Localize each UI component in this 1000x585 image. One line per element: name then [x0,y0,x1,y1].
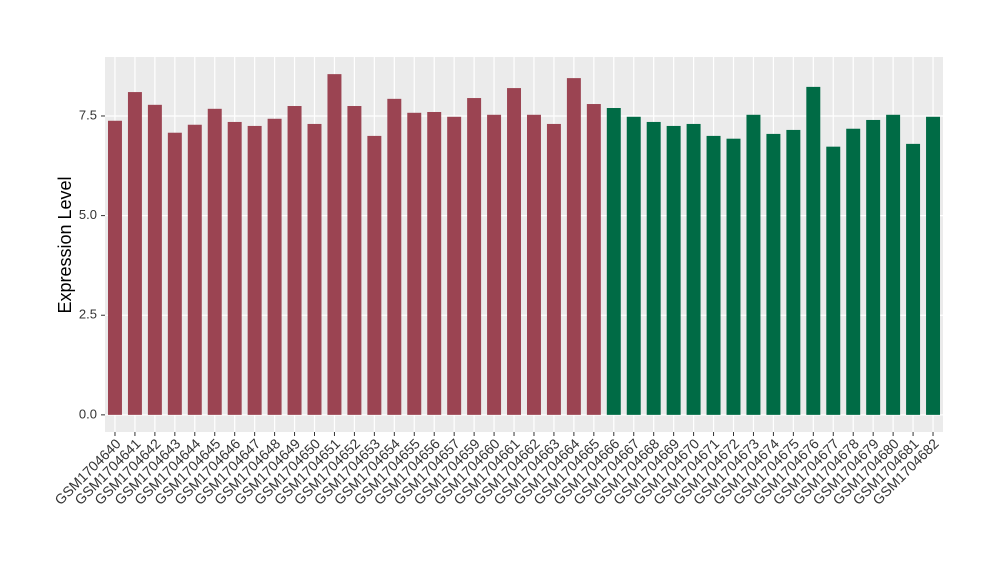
bar [127,92,142,415]
y-axis-title: Expression Level [55,176,75,313]
bar [367,135,382,415]
bar [207,108,222,415]
bar [347,106,362,415]
bar [187,124,202,415]
bar [327,74,342,415]
bar [906,143,921,415]
bar [307,123,322,415]
bar [247,125,262,415]
bar [387,98,402,415]
bar [706,135,721,415]
bar [147,104,162,415]
bar [886,114,901,415]
bar [686,123,701,415]
bar [487,114,502,415]
bar [866,119,881,415]
bar [107,120,122,415]
bar [467,98,482,415]
bar [427,111,442,415]
bar [287,106,302,415]
y-tick-label: 2.5 [79,307,97,322]
bar [846,128,861,415]
bar [227,121,242,415]
bar [586,104,601,415]
y-tick-label: 7.5 [79,107,97,122]
bar [546,123,561,415]
bar [566,78,581,415]
bar [267,118,282,415]
bar [786,129,801,415]
bar [606,108,621,415]
bar [447,116,462,415]
plot-panel [105,57,943,432]
y-tick-label: 0.0 [79,406,97,421]
bar [167,132,182,415]
bar [826,146,841,415]
bar [666,125,681,415]
bar [626,116,641,415]
bar [806,86,821,415]
bar [746,114,761,415]
bar [407,112,422,415]
bar [926,116,941,415]
bar [726,138,741,415]
bar [766,133,781,415]
y-tick-label: 5.0 [79,207,97,222]
bar [526,114,541,415]
bar [507,88,522,415]
bar [646,121,661,415]
